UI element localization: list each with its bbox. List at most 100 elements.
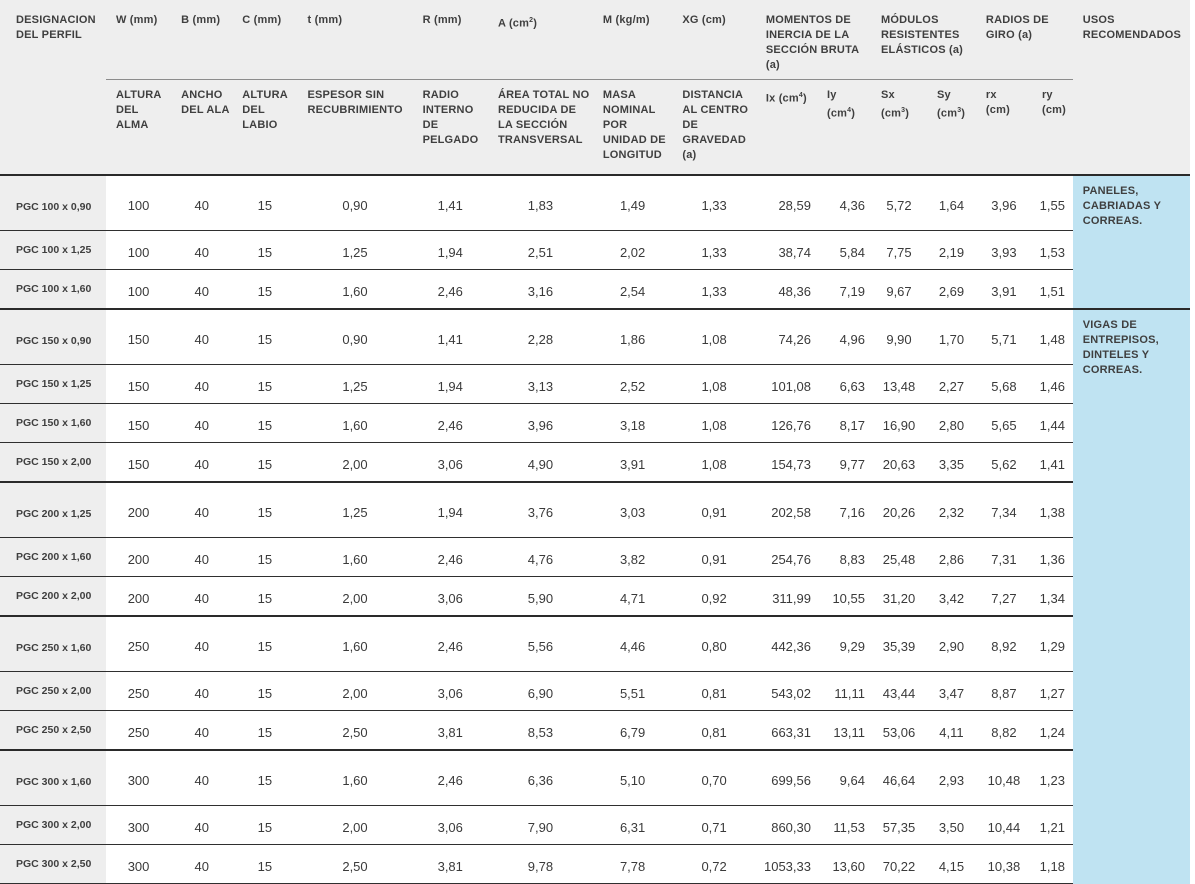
value-cell: 1,29 — [1031, 615, 1073, 672]
value-cell: 2,86 — [927, 537, 976, 577]
value-cell: 3,91 — [592, 442, 673, 483]
usos-cell: VIGAS DE ENTREPISOS, DINTELES Y CORREAS. — [1072, 308, 1190, 482]
value-cell: 250 — [105, 710, 172, 751]
value-cell: 40 — [171, 481, 233, 538]
value-cell: 2,46 — [412, 403, 488, 443]
subheader-a: ÁREA TOTAL NO REDUCIDA DE LA SECCIÓN TRA… — [487, 79, 593, 175]
value-cell: 9,67 — [870, 269, 928, 310]
value-cell: 0,90 — [297, 308, 413, 365]
value-cell: 3,06 — [412, 442, 488, 483]
value-cell: 7,31 — [975, 537, 1032, 577]
value-cell: 1,60 — [297, 749, 413, 806]
value-cell: 70,22 — [870, 844, 928, 884]
value-cell: 1,70 — [927, 308, 976, 365]
value-cell: 150 — [105, 403, 172, 443]
value-cell: 15 — [232, 537, 298, 577]
value-cell: 0,91 — [672, 481, 756, 538]
value-cell: 1,41 — [412, 174, 488, 231]
value-cell: 3,13 — [487, 364, 593, 404]
profile-name-cell: PGC 200 x 2,00 — [0, 576, 106, 617]
value-cell: 48,36 — [755, 269, 817, 310]
value-cell: 43,44 — [870, 671, 928, 711]
profile-name-cell: PGC 100 x 1,25 — [0, 230, 106, 270]
value-cell: 9,64 — [816, 749, 871, 806]
value-cell: 8,83 — [816, 537, 871, 577]
value-cell: 2,46 — [412, 615, 488, 672]
table-row: PGC 200 x 1,60 200 40 15 1,60 2,46 4,76 3,82 0,9… — [0, 537, 1190, 577]
value-cell: 3,93 — [975, 230, 1032, 270]
value-cell: 4,76 — [487, 537, 593, 577]
value-cell: 1,60 — [297, 537, 413, 577]
value-cell: 1,83 — [487, 174, 593, 231]
value-cell: 1,36 — [1031, 537, 1073, 577]
header-modulos: MÓDULOS RESISTENTES ELÁSTICOS (a) — [870, 0, 976, 80]
value-cell: 100 — [105, 269, 172, 310]
value-cell: 2,51 — [487, 230, 593, 270]
subheader-xg: DISTANCIA AL CENTRO DE GRAVEDAD (a) — [672, 79, 756, 175]
value-cell: 40 — [171, 844, 233, 884]
value-cell: 1,08 — [672, 442, 756, 483]
table-row: PGC 150 x 1,60 150 40 15 1,60 2,46 3,96 3,18 1,0… — [0, 403, 1190, 443]
value-cell: 1,21 — [1031, 805, 1073, 845]
subheader-ix: Ix (cm4) — [755, 79, 817, 175]
value-cell: 1,25 — [297, 364, 413, 404]
value-cell: 1,94 — [412, 230, 488, 270]
value-cell: 1,60 — [297, 269, 413, 310]
value-cell: 200 — [105, 537, 172, 577]
value-cell: 10,38 — [975, 844, 1032, 884]
subheader-b: ANCHO DEL ALA — [171, 79, 233, 175]
value-cell: 7,75 — [870, 230, 928, 270]
value-cell: 3,35 — [927, 442, 976, 483]
value-cell: 7,27 — [975, 576, 1032, 617]
subheader-w: ALTURA DEL ALMA — [105, 79, 172, 175]
value-cell: 0,81 — [672, 710, 756, 751]
value-cell: 442,36 — [755, 615, 817, 672]
value-cell: 6,90 — [487, 671, 593, 711]
header-r: R (mm) — [412, 0, 488, 80]
profile-name-cell: PGC 100 x 1,60 — [0, 269, 106, 310]
value-cell: 15 — [232, 615, 298, 672]
profile-name-cell: PGC 150 x 2,00 — [0, 442, 106, 483]
value-cell: 13,48 — [870, 364, 928, 404]
value-cell: 40 — [171, 174, 233, 231]
table-row: PGC 200 x 1,25 200 40 15 1,25 1,94 3,76 3,03 0,9… — [0, 481, 1190, 616]
value-cell: 2,46 — [412, 537, 488, 577]
table-row: PGC 150 x 0,90 150 40 15 0,90 1,41 2,28 1,86 1,0… — [0, 308, 1190, 482]
value-cell: 1,27 — [1031, 671, 1073, 711]
value-cell: 3,03 — [592, 481, 673, 538]
value-cell: 126,76 — [755, 403, 817, 443]
value-cell: 150 — [105, 364, 172, 404]
value-cell: 40 — [171, 269, 233, 310]
value-cell: 40 — [171, 749, 233, 806]
value-cell: 3,16 — [487, 269, 593, 310]
subheader-c: ALTURA DEL LABIO — [232, 79, 298, 175]
value-cell: 4,15 — [927, 844, 976, 884]
table-row: PGC 300 x 1,60 300 40 15 1,60 2,46 6,36 5,10 0,7… — [0, 749, 1190, 884]
usos-cell — [1072, 750, 1190, 884]
value-cell: 5,84 — [816, 230, 871, 270]
value-cell: 5,56 — [487, 615, 593, 672]
value-cell: 40 — [171, 403, 233, 443]
header-m: M (kg/m) — [592, 0, 673, 80]
value-cell: 3,47 — [927, 671, 976, 711]
value-cell: 3,06 — [412, 671, 488, 711]
value-cell: 8,92 — [975, 615, 1032, 672]
value-cell: 1053,33 — [755, 844, 817, 884]
value-cell: 7,34 — [975, 481, 1032, 538]
value-cell: 40 — [171, 537, 233, 577]
profile-name-cell: PGC 250 x 2,50 — [0, 710, 106, 751]
table-row: PGC 200 x 2,00 200 40 15 2,00 3,06 5,90 4,71 0,9… — [0, 576, 1190, 617]
value-cell: 2,50 — [297, 844, 413, 884]
subheader-r: RADIO INTERNO DE PELGADO — [412, 79, 488, 175]
value-cell: 15 — [232, 576, 298, 617]
usos-cell — [1072, 482, 1190, 616]
value-cell: 2,27 — [927, 364, 976, 404]
value-cell: 11,53 — [816, 805, 871, 845]
value-cell: 2,46 — [412, 749, 488, 806]
value-cell: 9,78 — [487, 844, 593, 884]
value-cell: 8,53 — [487, 710, 593, 751]
value-cell: 8,87 — [975, 671, 1032, 711]
value-cell: 254,76 — [755, 537, 817, 577]
